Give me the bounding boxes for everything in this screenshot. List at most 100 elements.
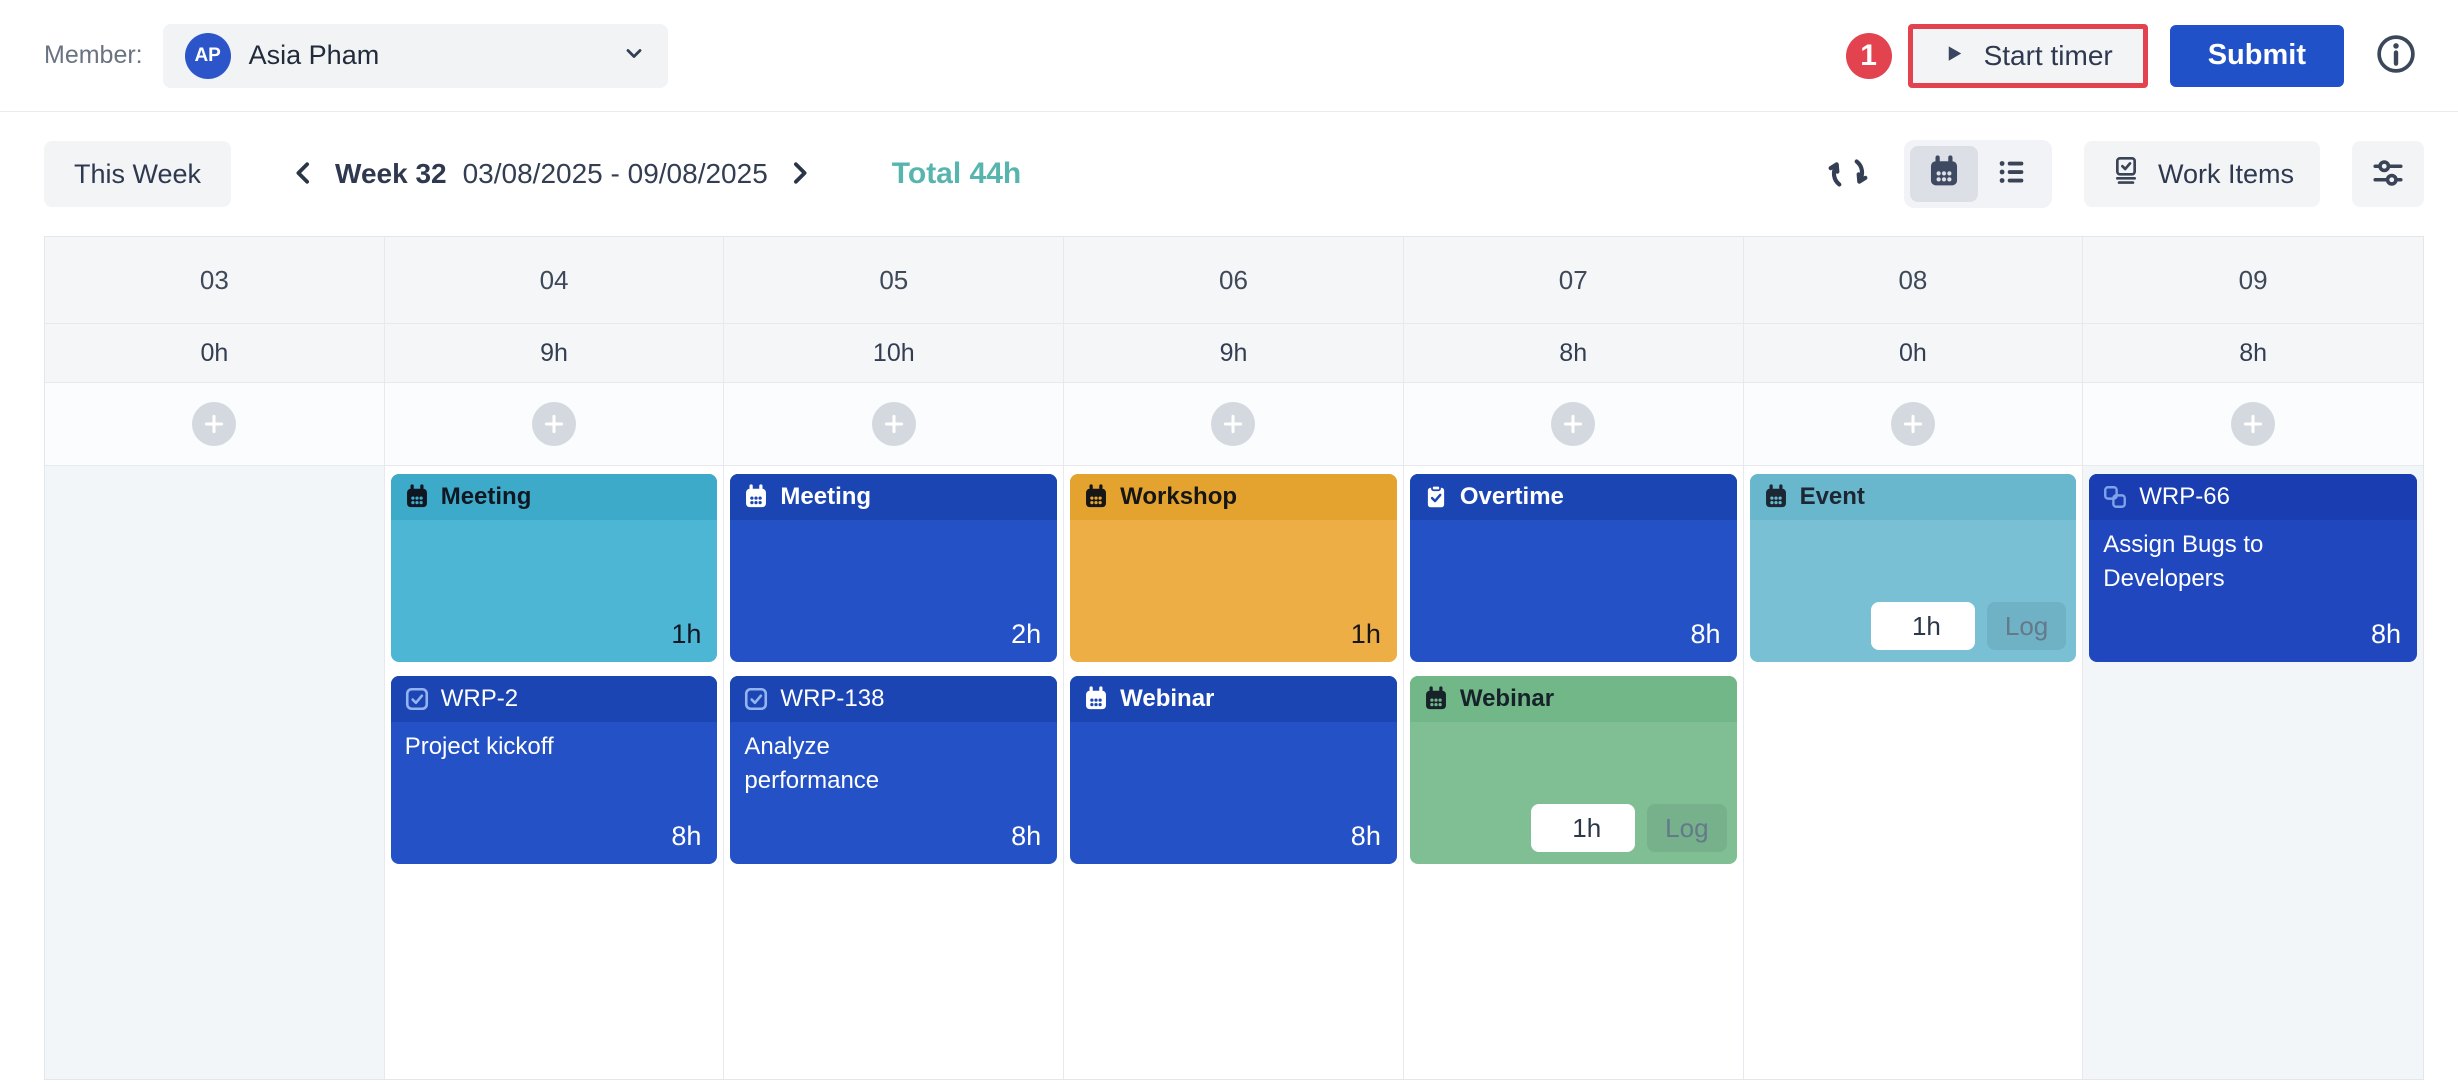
day-total-03: 0h <box>45 324 385 383</box>
log-button[interactable]: Log <box>1986 602 2067 650</box>
event-card-meeting[interactable]: Meeting 2h <box>730 474 1058 662</box>
list-view-icon <box>1995 155 2029 194</box>
plus-icon <box>884 414 903 434</box>
day-total-05: 10h <box>724 324 1065 383</box>
member-select[interactable]: AP Asia Pham <box>162 23 668 88</box>
day-total-09: 8h <box>2083 324 2423 383</box>
log-hours-input[interactable] <box>1870 602 1975 650</box>
event-card-wrp-2[interactable]: WRP-2 Project kickoff 8h <box>390 676 718 864</box>
week-calendar-grid: 03 04 05 06 07 08 09 0h 9h 10h 9h 8h 0h 8h Meeting 1h … <box>44 236 2424 1080</box>
events-cell-05: Meeting 2h WRP-138 Analyze performance 8h <box>724 466 1065 1079</box>
checkbox-icon <box>404 686 430 712</box>
add-entry-button-09[interactable] <box>2231 402 2276 446</box>
event-title: WRP-138 <box>780 685 885 712</box>
event-card-workshop[interactable]: Workshop 1h <box>1070 474 1397 662</box>
toolbar: This Week Week 32 03/08/2025 - 09/08/202… <box>0 112 2458 236</box>
event-title: Event <box>1799 483 1865 510</box>
add-entry-button-03[interactable] <box>192 402 237 446</box>
add-entry-cell-03 <box>45 383 385 466</box>
event-title: Overtime <box>1459 483 1564 510</box>
chevron-left-icon <box>289 158 319 191</box>
event-title: WRP-66 <box>2139 483 2230 510</box>
events-cell-09: WRP-66 Assign Bugs to Developers 8h <box>2083 466 2423 1079</box>
day-header-06: 06 <box>1064 237 1404 324</box>
add-entry-cell-09 <box>2083 383 2423 466</box>
day-header-09: 09 <box>2083 237 2423 324</box>
chevron-right-icon <box>784 158 814 191</box>
day-header-04: 04 <box>384 237 725 324</box>
event-card-header: Webinar <box>1070 676 1397 722</box>
event-title: WRP-2 <box>440 685 519 712</box>
plus-icon <box>544 414 564 434</box>
plus-icon <box>1224 414 1243 434</box>
day-header-07: 07 <box>1403 237 1744 324</box>
event-hours: 8h <box>1011 821 1042 851</box>
work-items-button[interactable]: Work Items <box>2083 141 2320 207</box>
event-hours: 1h <box>1350 619 1381 649</box>
filter-button[interactable] <box>2352 141 2424 207</box>
calendar-icon <box>743 484 769 510</box>
plus-icon <box>2244 414 2263 434</box>
event-card-wrp-138[interactable]: WRP-138 Analyze performance 8h <box>730 676 1058 864</box>
event-card-wrp-66[interactable]: WRP-66 Assign Bugs to Developers 8h <box>2089 474 2417 662</box>
add-entry-button-04[interactable] <box>532 402 577 446</box>
calendar-view-icon <box>1927 154 1961 194</box>
prev-week-button[interactable] <box>289 158 319 191</box>
log-button[interactable]: Log <box>1647 804 1727 852</box>
start-timer-button[interactable]: Start timer <box>1907 23 2148 88</box>
clipboard-check-icon <box>1423 484 1449 510</box>
list-view-button[interactable] <box>1978 146 2046 202</box>
calendar-icon <box>1083 484 1109 510</box>
annotation-badge: 1 <box>1845 32 1892 79</box>
work-items-label: Work Items <box>2157 158 2294 189</box>
events-cell-03 <box>45 466 385 1079</box>
topbar-actions: 1 Start timer Submit <box>1845 23 2418 88</box>
calendar-view-button[interactable] <box>1909 146 1978 202</box>
total-hours: Total 44h <box>891 157 1022 190</box>
event-card-header: WRP-138 <box>730 676 1058 722</box>
chevron-down-icon <box>622 41 646 70</box>
day-header-05: 05 <box>724 237 1065 324</box>
add-entry-cell-06 <box>1064 383 1404 466</box>
plus-icon <box>205 414 224 434</box>
info-button[interactable] <box>2374 32 2418 79</box>
this-week-button[interactable]: This Week <box>44 141 232 207</box>
add-entry-button-05[interactable] <box>871 402 916 446</box>
event-card-webinar[interactable]: Webinar Log <box>1409 676 1737 864</box>
checkbox-icon <box>743 686 769 712</box>
submit-button[interactable]: Submit <box>2169 24 2344 87</box>
next-week-button[interactable] <box>784 158 814 191</box>
day-total-07: 8h <box>1403 324 1744 383</box>
event-subtitle: Project kickoff <box>404 733 554 760</box>
add-entry-button-06[interactable] <box>1211 402 1256 446</box>
topbar: Member: AP Asia Pham 1 Start timer Submi… <box>0 0 2458 112</box>
event-card-header: Webinar <box>1409 676 1737 722</box>
event-card-overtime[interactable]: Overtime 8h <box>1409 474 1737 662</box>
day-total-08: 0h <box>1743 324 2084 383</box>
calendar-icon <box>1423 686 1449 712</box>
event-card-header: Event <box>1749 474 2077 520</box>
member-name: Asia Pham <box>248 40 380 70</box>
log-hours-input[interactable] <box>1531 804 1636 852</box>
date-range: 03/08/2025 - 09/08/2025 <box>462 158 768 189</box>
event-card-event[interactable]: Event Log <box>1749 474 2077 662</box>
events-cell-04: Meeting 1h WRP-2 Project kickoff 8h <box>384 466 725 1079</box>
view-switcher <box>1903 140 2052 208</box>
events-cell-07: Overtime 8h Webinar Log <box>1403 466 1744 1079</box>
subtask-icon <box>2102 484 2128 510</box>
event-hours: 8h <box>1350 821 1381 851</box>
day-total-06: 9h <box>1064 324 1404 383</box>
log-row: Log <box>1531 804 1727 852</box>
start-timer-label: Start timer <box>1983 39 2113 71</box>
event-card-webinar[interactable]: Webinar 8h <box>1070 676 1397 864</box>
add-entry-button-07[interactable] <box>1551 402 1596 446</box>
add-entry-button-08[interactable] <box>1890 402 1935 446</box>
events-cell-08: Event Log <box>1743 466 2084 1079</box>
event-hours: 8h <box>2370 619 2401 649</box>
event-hours: 8h <box>671 821 702 851</box>
event-title: Meeting <box>440 483 532 510</box>
event-card-meeting[interactable]: Meeting 1h <box>390 474 718 662</box>
event-title: Workshop <box>1120 483 1238 510</box>
week-label: Week 32 <box>335 158 447 189</box>
refresh-button[interactable] <box>1828 153 1868 196</box>
